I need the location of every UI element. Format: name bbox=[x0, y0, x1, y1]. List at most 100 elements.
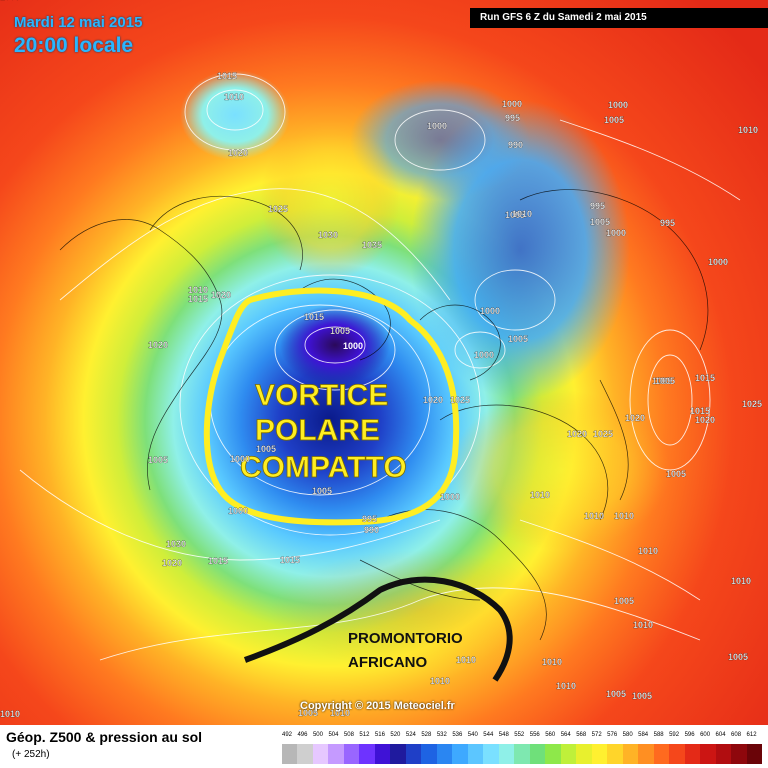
pressure-label: 1000 bbox=[474, 350, 494, 360]
pressure-label: 1010 bbox=[738, 125, 758, 135]
pressure-label: 1030 bbox=[318, 230, 338, 240]
scale-swatch bbox=[498, 744, 515, 764]
pressure-label: 1005 bbox=[298, 708, 318, 718]
valid-date: Mardi 12 mai 2015 bbox=[14, 14, 143, 31]
pressure-label: 1005 bbox=[632, 691, 652, 701]
pressure-label: 1005 bbox=[590, 217, 610, 227]
scale-label: 600 bbox=[700, 732, 711, 738]
pressure-label: 995 bbox=[660, 218, 675, 228]
pressure-label: 1005 bbox=[148, 455, 168, 465]
pressure-label: 1015 bbox=[188, 294, 208, 304]
pressure-label: 1005 bbox=[330, 326, 350, 336]
pressure-label: 1020 bbox=[625, 413, 645, 423]
pressure-label: 1015 bbox=[304, 312, 324, 322]
run-info: Run GFS 6 Z du Samedi 2 mai 2015 bbox=[470, 8, 768, 28]
vortex-line-3: COMPATTO bbox=[240, 451, 407, 484]
scale-label: 504 bbox=[328, 732, 339, 738]
pressure-label: 1005 bbox=[655, 376, 675, 386]
scale-swatch bbox=[715, 744, 732, 764]
scale-swatch bbox=[669, 744, 685, 764]
scale-label: 512 bbox=[359, 732, 370, 738]
pressure-label: 1005 bbox=[505, 210, 525, 220]
pressure-labels: 1015 1010 1020 1025 1030 1035 1000 995 990 1005 10… bbox=[0, 0, 762, 719]
scale-swatch bbox=[746, 744, 763, 764]
pressure-label: 1030 bbox=[166, 539, 186, 549]
scale-labels: 492 496 500 504 508 512 516 520 524 528 532 536 540 5… bbox=[282, 732, 762, 742]
legend-subtitle: (+ 252h) bbox=[12, 749, 50, 760]
pressure-label: 1015 bbox=[690, 406, 710, 416]
scale-label: 528 bbox=[421, 732, 432, 738]
pressure-label: 1005 bbox=[614, 596, 634, 606]
scale-label: 576 bbox=[607, 732, 618, 738]
scale-label: 560 bbox=[545, 732, 556, 738]
scale-label: 548 bbox=[498, 732, 509, 738]
scale-swatch bbox=[328, 744, 344, 764]
copyright: Copyright © 2015 Meteociel.fr bbox=[300, 700, 455, 712]
legend-bar: Géop. Z500 & pression au sol (+ 252h) 49… bbox=[0, 725, 768, 768]
scale-label: 584 bbox=[638, 732, 649, 738]
scale-label: 516 bbox=[374, 732, 385, 738]
scale-label: 556 bbox=[529, 732, 540, 738]
scale-label: 608 bbox=[731, 732, 742, 738]
pressure-label: 1025 bbox=[450, 395, 470, 405]
pressure-label: 1000 bbox=[708, 257, 728, 267]
scale-swatch bbox=[622, 744, 639, 764]
vortex-line-1: VORTICE bbox=[255, 379, 388, 412]
pressure-label: 1005 bbox=[604, 115, 624, 125]
pressure-label: 1010 bbox=[430, 676, 450, 686]
pressure-label: 1015 bbox=[280, 555, 300, 565]
geopotential-map: VORTICE POLARE COMPATTO PROMONTORIO AFRI… bbox=[0, 0, 768, 725]
pressure-label: 1000 bbox=[427, 121, 447, 131]
pressure-label: 1000 bbox=[608, 100, 628, 110]
color-scale bbox=[282, 744, 763, 764]
scale-label: 596 bbox=[684, 732, 695, 738]
coastlines bbox=[59, 189, 709, 641]
pressure-label: 1005 bbox=[606, 689, 626, 699]
scale-swatch bbox=[405, 744, 422, 764]
scale-swatch bbox=[467, 744, 484, 764]
scale-swatch bbox=[607, 744, 623, 764]
pressure-label: 1010 bbox=[556, 681, 576, 691]
scale-swatch bbox=[560, 744, 577, 764]
pressure-label: 1020 bbox=[695, 415, 715, 425]
pressure-label: 995 bbox=[505, 113, 520, 123]
scale-label: 492 bbox=[282, 732, 293, 738]
scale-swatch bbox=[282, 744, 298, 764]
scale-swatch bbox=[653, 744, 670, 764]
scale-label: 592 bbox=[669, 732, 680, 738]
scale-label: 508 bbox=[343, 732, 354, 738]
pressure-label: 1005 bbox=[666, 469, 686, 479]
pressure-label: 1020 bbox=[423, 395, 443, 405]
scale-label: 552 bbox=[514, 732, 525, 738]
pressure-label: 1010 bbox=[456, 655, 476, 665]
pressure-label: 1010 bbox=[224, 92, 244, 102]
scale-label: 536 bbox=[452, 732, 463, 738]
scale-swatch bbox=[700, 744, 716, 764]
scale-label: 544 bbox=[483, 732, 494, 738]
pressure-label: 1020 bbox=[211, 290, 231, 300]
ridge-europe bbox=[450, 390, 670, 550]
pressure-label: 995 bbox=[362, 514, 377, 524]
pressure-label: 1010 bbox=[731, 576, 751, 586]
pressure-label: 990 bbox=[508, 140, 523, 150]
scale-swatch bbox=[529, 744, 546, 764]
scale-swatch bbox=[514, 744, 530, 764]
scale-swatch bbox=[545, 744, 561, 764]
pressure-label: 1010 bbox=[633, 620, 653, 630]
scale-swatch bbox=[684, 744, 701, 764]
pressure-label: 1035 bbox=[362, 240, 382, 250]
ridge-african-field bbox=[270, 550, 570, 670]
pressure-label: 1020 bbox=[567, 429, 587, 439]
ridge-line-2: AFRICANO bbox=[348, 654, 427, 671]
scale-swatch bbox=[731, 744, 747, 764]
scale-label: 564 bbox=[560, 732, 571, 738]
pressure-label: 1015 bbox=[695, 373, 715, 383]
pressure-label: 1005 bbox=[652, 376, 672, 386]
pressure-label: 1010 bbox=[614, 511, 634, 521]
scale-swatch bbox=[591, 744, 608, 764]
scale-label: 604 bbox=[715, 732, 726, 738]
pressure-label: 1005 bbox=[728, 652, 748, 662]
scale-swatch bbox=[452, 744, 468, 764]
scale-label: 500 bbox=[312, 732, 323, 738]
pressure-label: 1005 bbox=[508, 334, 528, 344]
